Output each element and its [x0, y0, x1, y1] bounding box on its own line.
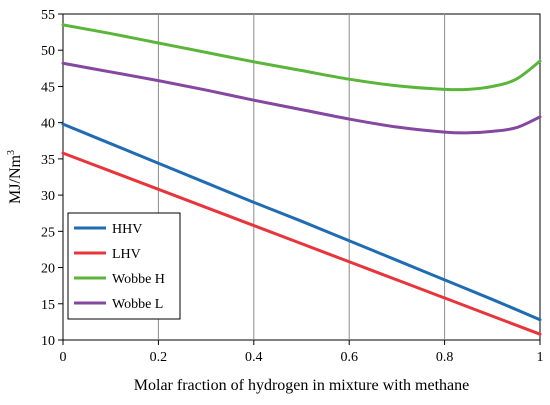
y-tick-label: 50 [41, 44, 55, 59]
series-line-wobbe-h [61, 23, 542, 92]
x-tick-label: 1 [537, 350, 544, 365]
legend-label: LHV [112, 247, 141, 262]
legend-box [67, 212, 181, 320]
y-axis-title-main: MJ/Nm [7, 155, 24, 204]
y-tick-label: 40 [41, 117, 55, 132]
y-tick-label: 35 [41, 153, 55, 168]
series-line-lhv [61, 151, 542, 336]
x-tick-label: 0.4 [245, 350, 263, 365]
series-line-hhv [61, 122, 542, 322]
y-axis-title-superscript: 3 [6, 150, 17, 155]
x-tick-label: 0 [60, 350, 67, 365]
y-tick-label: 30 [41, 189, 55, 204]
x-axis-ticks: 0 0.2 0.4 0.6 0.8 1 [60, 340, 544, 365]
y-tick-label: 15 [41, 298, 55, 313]
series-line-wobbe-l [61, 61, 542, 135]
legend-label: Wobbe H [112, 272, 165, 287]
legend-label: HHV [112, 222, 142, 237]
legend: HHV LHV Wobbe H Wobbe L [67, 212, 181, 320]
x-tick-label: 0.6 [340, 350, 358, 365]
x-tick-label: 0.8 [436, 350, 454, 365]
y-axis-ticks: 10 15 20 25 30 35 40 45 50 55 [41, 8, 63, 349]
legend-label: Wobbe L [112, 297, 163, 312]
y-tick-label: 55 [41, 8, 55, 23]
x-tick-label: 0.2 [150, 350, 168, 365]
y-tick-label: 20 [41, 262, 55, 277]
x-axis-title: Molar fraction of hydrogen in mixture wi… [134, 377, 469, 394]
y-tick-label: 25 [41, 225, 55, 240]
y-tick-label: 45 [41, 80, 55, 95]
y-tick-label: 10 [41, 334, 55, 349]
series-lines [61, 23, 542, 336]
y-axis-title: MJ/Nm3 [6, 150, 24, 204]
